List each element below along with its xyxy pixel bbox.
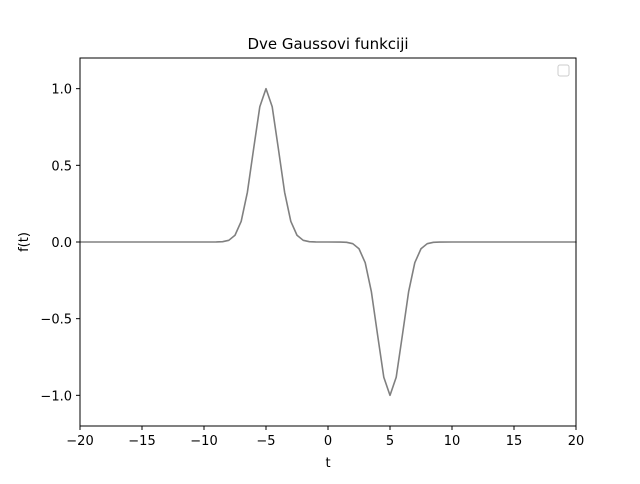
legend <box>557 64 570 77</box>
y-tick-label: −1.0 <box>40 389 72 404</box>
x-tick-label: 5 <box>386 434 394 449</box>
y-axis: −1.0 −0.5 0.0 0.5 1.0 <box>40 83 80 404</box>
chart-title: Dve Gaussovi funkciji <box>247 35 408 53</box>
y-tick-label: 1.0 <box>51 83 72 98</box>
x-tick-label: −5 <box>256 434 275 449</box>
legend-box <box>557 64 570 77</box>
x-tick-label: −15 <box>128 434 155 449</box>
y-tick-label: 0.5 <box>51 159 72 174</box>
y-tick-label: 0.0 <box>51 236 72 251</box>
x-tick-label: 0 <box>324 434 332 449</box>
x-tick-label: −20 <box>66 434 93 449</box>
y-tick-label: −0.5 <box>40 313 72 328</box>
plot-area <box>79 87 577 397</box>
x-tick-label: 15 <box>506 434 523 449</box>
y-axis-label: f(t) <box>17 232 32 252</box>
x-tick-label: −10 <box>190 434 217 449</box>
x-axis-label: t <box>325 456 330 471</box>
series-line-0 <box>79 87 577 397</box>
x-tick-label: 20 <box>568 434 585 449</box>
x-tick-label: 10 <box>444 434 461 449</box>
x-axis: −20 −15 −10 −5 0 5 10 15 20 <box>66 426 584 449</box>
